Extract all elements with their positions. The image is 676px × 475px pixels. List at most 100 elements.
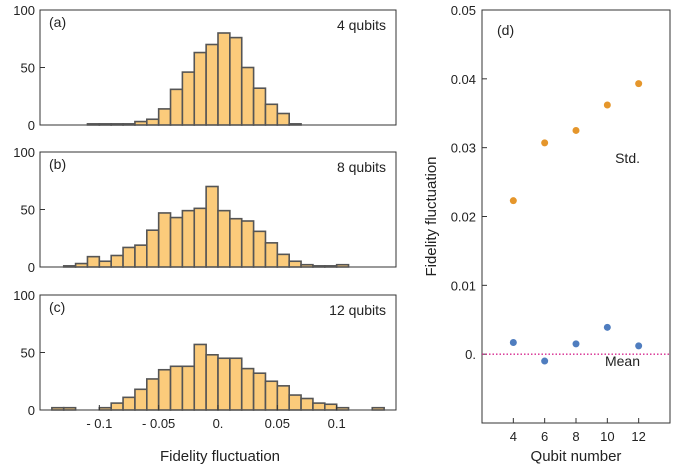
histogram-bar [157, 368, 172, 411]
histogram-bar [181, 365, 196, 411]
histogram-bar [264, 242, 279, 268]
histogram-bar [134, 120, 148, 126]
histogram-panel: 0 50 100 (b) 8 qubits [13, 145, 397, 275]
x-tick-label: 0.1 [328, 416, 346, 431]
histogram-bar [181, 209, 196, 268]
histogram-bar [193, 51, 207, 126]
y-tick-label: 100 [13, 145, 35, 160]
histogram-bar [98, 260, 113, 268]
histogram-bar [110, 123, 124, 126]
histogram-bar [193, 207, 207, 268]
histogram-bar [288, 394, 302, 411]
scatter-point [572, 126, 580, 134]
histogram-bar [217, 209, 231, 268]
y-tick-label: 0.01 [451, 278, 476, 293]
y-tick-label: 0. [465, 347, 476, 362]
histogram-bar [205, 353, 219, 411]
histogram-bar [240, 66, 255, 126]
histogram-bar [335, 263, 350, 268]
panel-annotation: 12 qubits [329, 302, 386, 318]
histogram-bar [51, 406, 65, 411]
histogram-x-axis-label: Fidelity fluctuation [160, 448, 280, 465]
x-tick-label: 4 [510, 429, 517, 444]
x-tick-label: 0. [213, 416, 224, 431]
panel-label: (d) [497, 22, 514, 38]
histogram-bar [146, 229, 160, 268]
x-tick-label: - 0.05 [142, 416, 175, 431]
scatter-point [509, 338, 517, 346]
panel-label: (b) [49, 156, 66, 172]
histogram-panel: 0 50 100 (a) 4 qubits [13, 3, 397, 133]
y-tick-label: 50 [21, 346, 35, 361]
histogram-bar [122, 246, 136, 268]
histogram-bar [312, 265, 326, 268]
histogram-bar [193, 343, 207, 411]
histogram-bar [169, 216, 184, 268]
scatter-point [572, 340, 580, 348]
histogram-bar [229, 217, 243, 268]
panel-label: (c) [49, 299, 65, 315]
histogram-bar [300, 397, 314, 411]
histogram-bar [252, 230, 267, 268]
histogram-bar [181, 71, 196, 126]
panel-annotation: 8 qubits [337, 159, 386, 175]
histogram-bar [134, 388, 148, 411]
histogram-bar [323, 403, 338, 411]
histogram-bar [205, 43, 219, 126]
histogram-bar [146, 378, 160, 411]
series-label-mean: Mean [605, 353, 640, 369]
y-tick-label: 50 [21, 61, 35, 76]
histogram-bar [110, 402, 124, 411]
histogram-bar [205, 185, 219, 268]
y-axis-label: Fidelity fluctuation [423, 156, 440, 276]
histogram-bar [323, 265, 338, 268]
y-tick-label: 100 [13, 288, 35, 303]
y-tick-label: 0 [28, 260, 35, 275]
histogram-bar [122, 123, 136, 126]
histogram-bar [169, 88, 184, 126]
histogram-bar [312, 402, 326, 411]
y-tick-label: 0 [28, 118, 35, 133]
histogram-bar [98, 406, 113, 411]
scatter-point [635, 80, 643, 88]
histogram-bar [217, 32, 231, 126]
histogram-bar [335, 406, 350, 411]
histogram-panel: 0 50 100 - 0.1 - 0.05 0. 0.05 0.1 (c) 12 qubits [13, 288, 397, 431]
panel-annotation: 4 qubits [337, 17, 386, 33]
panel-label: (a) [49, 14, 66, 30]
histogram-bar [86, 255, 101, 268]
histogram-bar [288, 260, 302, 268]
histogram-bar [276, 385, 291, 411]
scatter-point [635, 342, 643, 350]
histogram-bar [288, 123, 302, 126]
x-tick-label: 10 [600, 429, 614, 444]
histogram-bar [146, 118, 160, 126]
histogram-bar [276, 253, 291, 268]
x-tick-label: 6 [541, 429, 548, 444]
histogram-bar [240, 220, 255, 268]
histogram-bar [122, 396, 136, 411]
histogram-bar [169, 365, 184, 411]
histogram-bar [74, 262, 89, 268]
x-tick-label: 0.05 [265, 416, 290, 431]
scatter-panel: 0. 0.01 0.02 0.03 0.04 0.05 4 6 8 10 12 Std. Mean (d)… [423, 3, 671, 465]
histogram-bar [229, 36, 243, 126]
histogram-bar [134, 244, 148, 268]
histogram-bar [98, 123, 113, 126]
plot-frame [481, 9, 671, 424]
y-tick-label: 100 [13, 3, 35, 18]
histogram-bar [62, 265, 77, 268]
y-tick-label: 50 [21, 203, 35, 218]
histogram-bar [264, 380, 279, 411]
histogram-bar [252, 372, 267, 411]
x-axis-label: Qubit number [531, 448, 622, 465]
scatter-point [541, 139, 549, 147]
histogram-bar [300, 263, 314, 268]
y-tick-label: 0.03 [451, 141, 476, 156]
y-tick-label: 0 [28, 403, 35, 418]
histogram-bar [229, 357, 243, 411]
x-tick-label: - 0.1 [86, 416, 112, 431]
x-tick-label: 8 [572, 429, 579, 444]
histogram-bar [240, 367, 255, 411]
